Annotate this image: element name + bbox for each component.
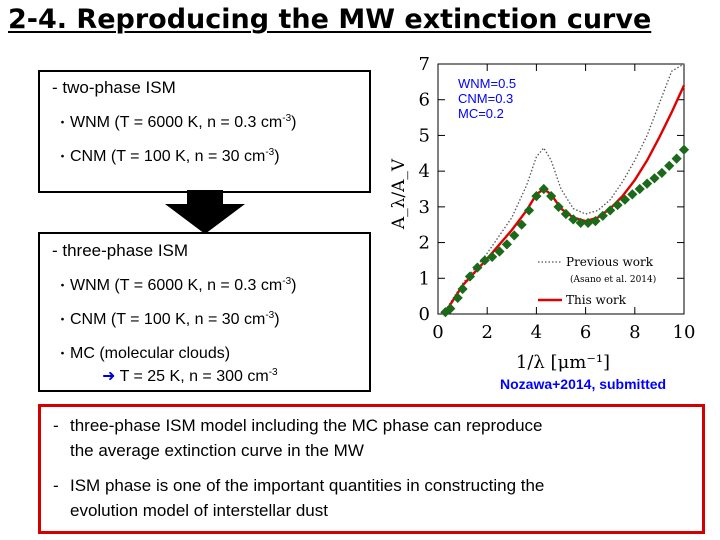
y-tick-label: 7: [419, 56, 430, 75]
three-phase-heading: - three-phase ISM: [52, 241, 189, 260]
wnm-close: ): [291, 114, 297, 131]
observed-data-point: [464, 271, 476, 282]
observed-data-point: [452, 292, 463, 304]
observed-data-point: [619, 194, 631, 205]
wnm-text: WNM (T = 6000 K, n = 0.3 cm: [70, 277, 283, 294]
cnm-exponent: -3: [265, 147, 275, 158]
y-tick-label: 4: [419, 161, 430, 182]
mc-text: MC (molecular clouds): [70, 345, 231, 362]
three-phase-ism-box: - three-phase ISM ・WNM (T = 6000 K, n = …: [38, 232, 371, 392]
x-tick-label: 2: [481, 322, 492, 343]
x-tick-label: 4: [531, 322, 542, 343]
x-tick-label: 10: [673, 322, 696, 343]
observed-data-point: [538, 183, 549, 195]
mixing-fraction-label: WNM=0.5: [458, 76, 516, 91]
extinction-curve-chart: 0 2 4 6 8 10 0 1 2 3 4 5 6 7 Previous work (Asano et a…: [389, 56, 696, 373]
observed-data-point: [649, 173, 660, 184]
y-tick-label: 3: [419, 197, 430, 218]
bullet-marker: ・: [56, 312, 70, 327]
x-axis-label: 1/λ [μm⁻¹]: [516, 352, 610, 373]
mc-detail: ➜ T = 25 K, n = 300 cm-3: [102, 366, 278, 386]
down-arrow-icon: [165, 190, 245, 234]
slide-title: 2-4. Reproducing the MW extinction curve: [8, 4, 652, 35]
citation: Nozawa+2014, submitted: [500, 376, 667, 392]
legend-previous-ref: (Asano et al. 2014): [570, 274, 656, 285]
conclusion-1-line-2: the average extinction curve in the MW: [70, 441, 364, 460]
y-tick-label: 2: [419, 233, 430, 254]
x-tick-label: 6: [580, 322, 591, 343]
three-phase-mc-item: ・MC (molecular clouds): [56, 343, 230, 363]
mc-detail-text: T = 25 K, n = 300 cm: [115, 368, 269, 385]
mc-exponent: -3: [268, 367, 278, 378]
two-phase-wnm-item: ・WNM (T = 6000 K, n = 0.3 cm-3): [56, 112, 296, 132]
two-phase-heading: - two-phase ISM: [52, 78, 176, 97]
y-tick-label: 0: [419, 304, 430, 325]
observed-data-point: [487, 251, 498, 262]
cnm-close: ): [274, 148, 280, 165]
observed-data-point: [664, 160, 675, 171]
bullet-marker: ・: [56, 149, 70, 164]
conclusion-2-line-2: evolution model of interstellar dust: [70, 501, 328, 520]
y-tick-label: 6: [419, 90, 430, 111]
observed-data-point: [479, 255, 490, 266]
wnm-close: ): [291, 277, 297, 294]
three-phase-wnm-item: ・WNM (T = 6000 K, n = 0.3 cm-3): [56, 275, 296, 295]
conclusion-2-line-1: ISM phase is one of the important quanti…: [70, 476, 545, 495]
previous-work-curve: [444, 63, 685, 311]
cnm-close: ): [274, 311, 280, 328]
bullet-marker: ・: [56, 346, 70, 361]
conclusion-1-line-1: three-phase ISM model including the MC p…: [70, 416, 543, 435]
mixing-fraction-label: MC=0.2: [458, 106, 504, 121]
bullet-marker: ・: [56, 115, 70, 130]
wnm-text: WNM (T = 6000 K, n = 0.3 cm: [70, 114, 283, 131]
observed-data-point: [671, 153, 682, 164]
legend-this-label: This work: [566, 293, 627, 307]
plot-frame: [437, 63, 685, 315]
legend-previous-label: Previous work: [566, 255, 654, 269]
observed-data-point: [678, 144, 690, 155]
bullet-marker: ・: [56, 278, 70, 293]
observed-data-point: [553, 201, 564, 212]
x-tick-label: 8: [629, 322, 640, 343]
conclusion-dash: -: [53, 416, 59, 435]
observed-data-point: [523, 205, 535, 216]
y-axis-label: A_λ/A_V: [389, 158, 409, 230]
y-tick-label: 5: [419, 125, 430, 146]
cnm-exponent: -3: [265, 310, 275, 321]
three-phase-cnm-item: ・CNM (T = 100 K, n = 30 cm-3): [56, 309, 280, 329]
observed-data-point: [634, 183, 645, 195]
right-arrow-icon: ➜: [102, 368, 116, 385]
observed-data-point: [560, 208, 572, 220]
observed-data-point: [605, 205, 616, 216]
observed-data-point: [516, 219, 527, 230]
conclusions-box: - three-phase ISM model including the MC …: [38, 404, 705, 534]
wnm-exponent: -3: [282, 276, 292, 287]
cnm-text: CNM (T = 100 K, n = 30 cm: [70, 311, 266, 328]
observed-data-point: [627, 189, 638, 200]
observed-data-point: [531, 191, 542, 202]
observed-data-point: [656, 167, 667, 179]
x-tick-label: 0: [432, 322, 443, 343]
observed-data-point: [642, 178, 653, 189]
mixing-fraction-label: CNM=0.3: [458, 91, 513, 106]
two-phase-ism-box: - two-phase ISM ・WNM (T = 6000 K, n = 0.…: [38, 70, 371, 193]
cnm-text: CNM (T = 100 K, n = 30 cm: [70, 148, 266, 165]
conclusion-2: - ISM phase is one of the important quant…: [53, 473, 544, 523]
y-tick-label: 1: [419, 268, 430, 289]
observed-data-point: [472, 262, 483, 273]
two-phase-cnm-item: ・CNM (T = 100 K, n = 30 cm-3): [56, 146, 280, 166]
wnm-exponent: -3: [282, 113, 292, 124]
conclusion-dash: -: [53, 476, 59, 495]
observed-data-point: [612, 199, 623, 211]
conclusion-1: - three-phase ISM model including the MC …: [53, 413, 543, 463]
